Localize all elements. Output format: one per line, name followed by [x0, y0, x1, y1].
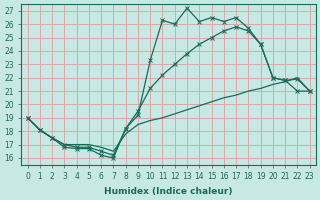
X-axis label: Humidex (Indice chaleur): Humidex (Indice chaleur) — [104, 187, 233, 196]
